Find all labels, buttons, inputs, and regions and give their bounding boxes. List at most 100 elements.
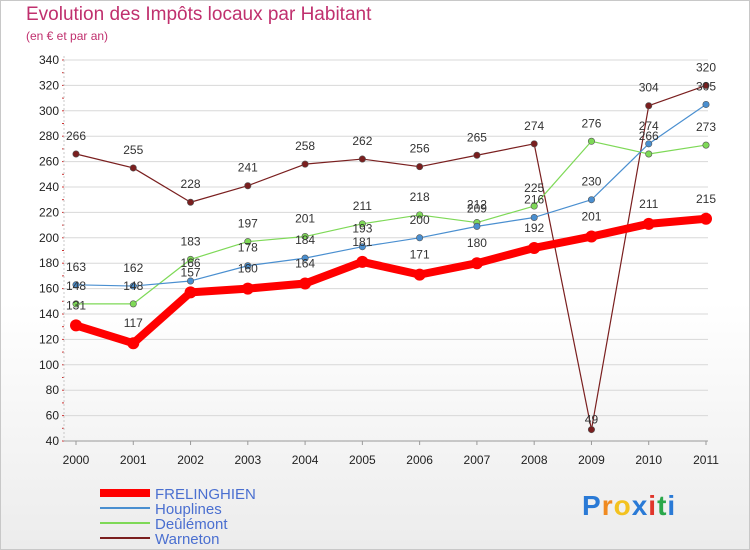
data-point-de-l-mont-2003: [244, 238, 252, 246]
x-tick-label-2003: 2003: [234, 453, 261, 467]
y-tick-label-40: 40: [46, 434, 60, 448]
data-label-de-l-mont-2000: 148: [66, 279, 86, 293]
data-point-de-l-mont-2009: [587, 137, 595, 145]
data-point-warneton-2006: [416, 163, 424, 171]
data-label-houplines-2009: 230: [581, 175, 601, 189]
data-label-houplines-2002: 166: [181, 256, 201, 270]
data-label-warneton-2005: 262: [352, 134, 372, 148]
data-label-frelinghien-2006: 171: [410, 248, 430, 262]
data-label-frelinghien-2004: 164: [295, 257, 315, 271]
data-point-houplines-2000: [72, 281, 80, 289]
data-point-frelinghien-2006: [413, 268, 426, 281]
data-point-de-l-mont-2000: [72, 300, 80, 308]
data-point-houplines-2009: [587, 196, 595, 204]
data-label-frelinghien-2000: 131: [66, 298, 86, 312]
grid-lines: [64, 59, 708, 442]
x-tick-label-2002: 2002: [177, 453, 204, 467]
series-line-de-l-mont: [75, 140, 707, 305]
data-label-de-l-mont-2007: 212: [467, 198, 487, 212]
chart-title: Evolution des Impôts locaux par Habitant: [26, 4, 372, 25]
data-label-houplines-2003: 178: [238, 241, 258, 255]
data-point-frelinghien-2002: [184, 286, 197, 299]
data-point-warneton-2002: [187, 198, 195, 206]
data-point-houplines-2007: [473, 222, 481, 230]
logo-letter: r: [601, 490, 614, 521]
data-label-de-l-mont-2010: 266: [639, 129, 659, 143]
data-label-frelinghien-2002: 157: [181, 265, 201, 279]
data-label-frelinghien-2007: 180: [467, 236, 487, 250]
y-tick-label-300: 300: [39, 104, 59, 118]
data-point-frelinghien-2004: [299, 277, 312, 290]
data-point-houplines-2001: [129, 282, 137, 290]
logo-letter: P: [582, 490, 602, 521]
data-label-houplines-2006: 200: [410, 213, 430, 227]
data-label-de-l-mont-2006: 218: [410, 190, 430, 204]
data-point-frelinghien-2000: [70, 319, 82, 332]
x-tick-label-2009: 2009: [578, 453, 605, 467]
data-label-de-l-mont-2002: 183: [181, 234, 201, 248]
legend-label-warneton: Warneton: [155, 531, 219, 548]
logo-letter: t: [657, 490, 668, 521]
chart-subtitle: (en € et par an): [26, 29, 109, 43]
logo-letter: i: [667, 490, 677, 521]
data-label-warneton-2008: 274: [524, 119, 544, 133]
y-tick-label-180: 180: [39, 256, 59, 270]
series-line-warneton: [75, 84, 707, 431]
data-point-houplines-2008: [530, 213, 538, 221]
data-label-warneton-2010: 304: [639, 81, 659, 95]
data-point-houplines-2010: [645, 140, 653, 148]
data-point-frelinghien-2007: [470, 257, 483, 270]
x-tick-label-2001: 2001: [120, 453, 147, 467]
y-tick-label-120: 120: [39, 332, 59, 346]
data-label-frelinghien-2009: 201: [581, 210, 601, 224]
data-label-frelinghien-2008: 192: [524, 221, 544, 235]
data-point-de-l-mont-2005: [358, 220, 366, 228]
data-point-warneton-2003: [244, 182, 252, 190]
data-label-frelinghien-2005: 181: [352, 235, 372, 249]
data-point-de-l-mont-2002: [187, 255, 195, 263]
x-tick-label-2010: 2010: [635, 453, 662, 467]
logo-letter: o: [613, 490, 632, 521]
data-point-houplines-2006: [416, 234, 424, 242]
data-label-warneton-2000: 266: [66, 129, 86, 143]
y-tick-label-240: 240: [39, 180, 59, 194]
data-point-de-l-mont-2004: [301, 233, 309, 241]
data-label-houplines-2001: 162: [123, 261, 143, 275]
x-tick-label-2000: 2000: [63, 453, 90, 467]
y-tick-label-280: 280: [39, 129, 59, 143]
logo-letter: i: [648, 490, 658, 521]
series-line-houplines: [75, 103, 707, 287]
data-label-de-l-mont-2011: 273: [696, 120, 716, 134]
data-point-frelinghien-2003: [241, 282, 254, 295]
logo-letter: x: [631, 490, 649, 521]
data-label-warneton-2007: 265: [467, 130, 487, 144]
data-point-frelinghien-2010: [642, 217, 655, 230]
y-tick-label-320: 320: [39, 78, 59, 92]
data-label-de-l-mont-2009: 276: [581, 116, 601, 130]
data-label-de-l-mont-2004: 201: [295, 212, 315, 226]
data-point-houplines-2002: [187, 277, 195, 285]
data-point-frelinghien-2001: [127, 337, 140, 350]
data-label-frelinghien-2010: 211: [639, 197, 658, 211]
x-tick-label-2005: 2005: [349, 453, 376, 467]
data-label-warneton-2004: 258: [295, 139, 315, 153]
y-tick-label-260: 260: [39, 155, 59, 169]
data-label-houplines-2007: 209: [467, 201, 487, 215]
y-tick-label-340: 340: [39, 53, 59, 67]
data-label-houplines-2011: 305: [696, 79, 716, 93]
y-tick-label-80: 80: [46, 383, 60, 397]
legend-label-de-l-mont: Deûlémont: [155, 516, 228, 533]
data-point-houplines-2005: [358, 243, 366, 251]
data-point-frelinghien-2009: [585, 230, 598, 243]
data-point-warneton-2011: [702, 81, 710, 89]
data-label-houplines-2010: 274: [639, 119, 659, 133]
data-point-warneton-2010: [645, 102, 653, 110]
data-label-houplines-2004: 184: [295, 233, 315, 247]
data-label-frelinghien-2001: 117: [124, 316, 143, 330]
series-lines: [70, 81, 712, 434]
data-label-warneton-2002: 228: [181, 177, 201, 191]
proxiti-logo: Proxiti: [582, 490, 676, 522]
